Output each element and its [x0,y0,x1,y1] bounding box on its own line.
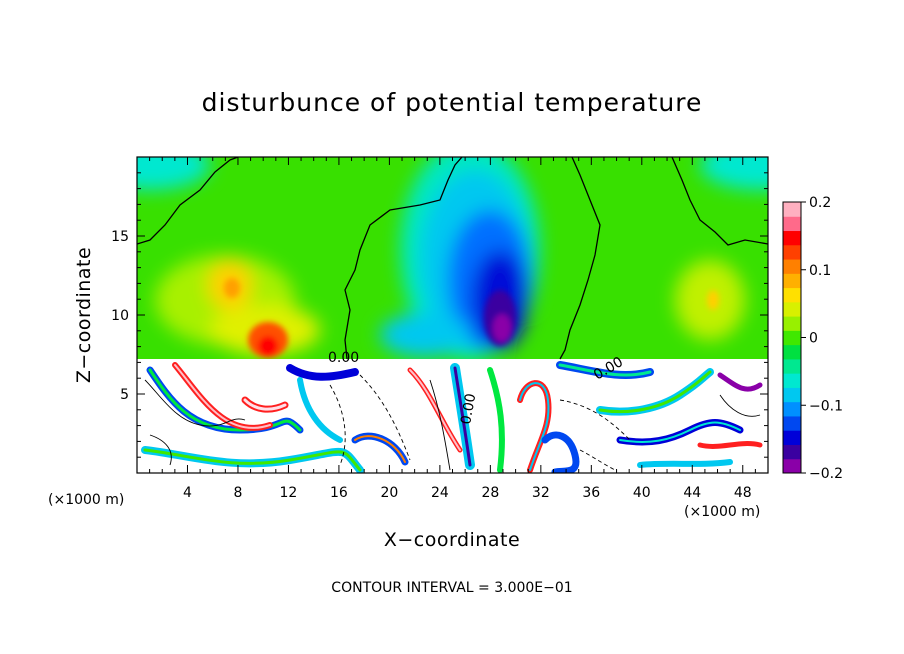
x-tick-label: 40 [633,485,651,501]
y-tick-label: 10 [111,308,129,324]
colorbar-swatch [783,430,801,445]
colorbar-swatch [783,244,801,260]
colorbar-tick-label: −0.1 [809,398,843,414]
y-tick-label: 15 [111,229,129,245]
x-tick-label: 44 [683,485,701,501]
x-axis-label: X−coordinate [384,529,520,551]
y-tick-label: 5 [120,387,129,403]
contour-label: 0.00 [328,350,359,366]
colorbar-swatch [783,415,801,431]
colorbar-swatch [783,259,801,274]
x-tick-label: 8 [233,485,242,501]
colorbar-swatch [783,216,801,232]
chart-title: disturbunce of potential temperature [202,88,703,117]
x-tick-label: 28 [481,485,499,501]
colorbar-swatch [783,358,801,374]
colorbar-swatch [783,202,801,217]
colorbar-swatch [783,444,801,460]
contour-interval-note: CONTOUR INTERVAL = 3.000E−01 [331,580,572,596]
upper-field [137,157,768,359]
colorbar-tick-label: 0 [809,331,818,347]
zero-contours [137,157,768,360]
colorbar-swatch [783,330,801,346]
x-tick-label: 24 [431,485,449,501]
colorbar-swatch [783,316,801,331]
colorbar-swatch [783,344,801,360]
y-axis-label: Z−coordinate [73,247,95,383]
lower-field [137,359,768,473]
x-tick-label: 32 [532,485,550,501]
colorbar-swatch [783,301,801,317]
x-tick-label: 48 [734,485,752,501]
colorbar-swatch [783,273,801,289]
colorbar-swatch [783,373,801,388]
x-tick-label: 4 [183,485,192,501]
colorbar-tick-label: −0.2 [809,466,843,482]
colorbar-tick-label: 0.1 [809,263,831,279]
x-tick-label: 12 [280,485,298,501]
colorbar-tick-label: 0.2 [809,195,831,211]
x-axis: 4 8 12 16 20 24 28 32 36 40 44 48 [149,157,756,501]
x-tick-label: 36 [582,485,600,501]
colorbar-swatch [783,401,801,417]
x-unit-label: (×1000 m) [684,504,760,520]
colorbar-swatch [783,458,801,474]
colorbar-swatch [783,230,801,246]
x-tick-label: 20 [380,485,398,501]
colorbar: 0.2 0.1 0 −0.1 −0.2 [782,195,843,482]
y-axis: 5 10 15 [111,172,768,458]
contour-label: 0.00 [458,392,479,425]
colorbar-swatch [783,287,801,303]
y-unit-label: (×1000 m) [48,492,124,508]
x-tick-label: 16 [330,485,348,501]
colorbar-swatch [783,387,801,403]
